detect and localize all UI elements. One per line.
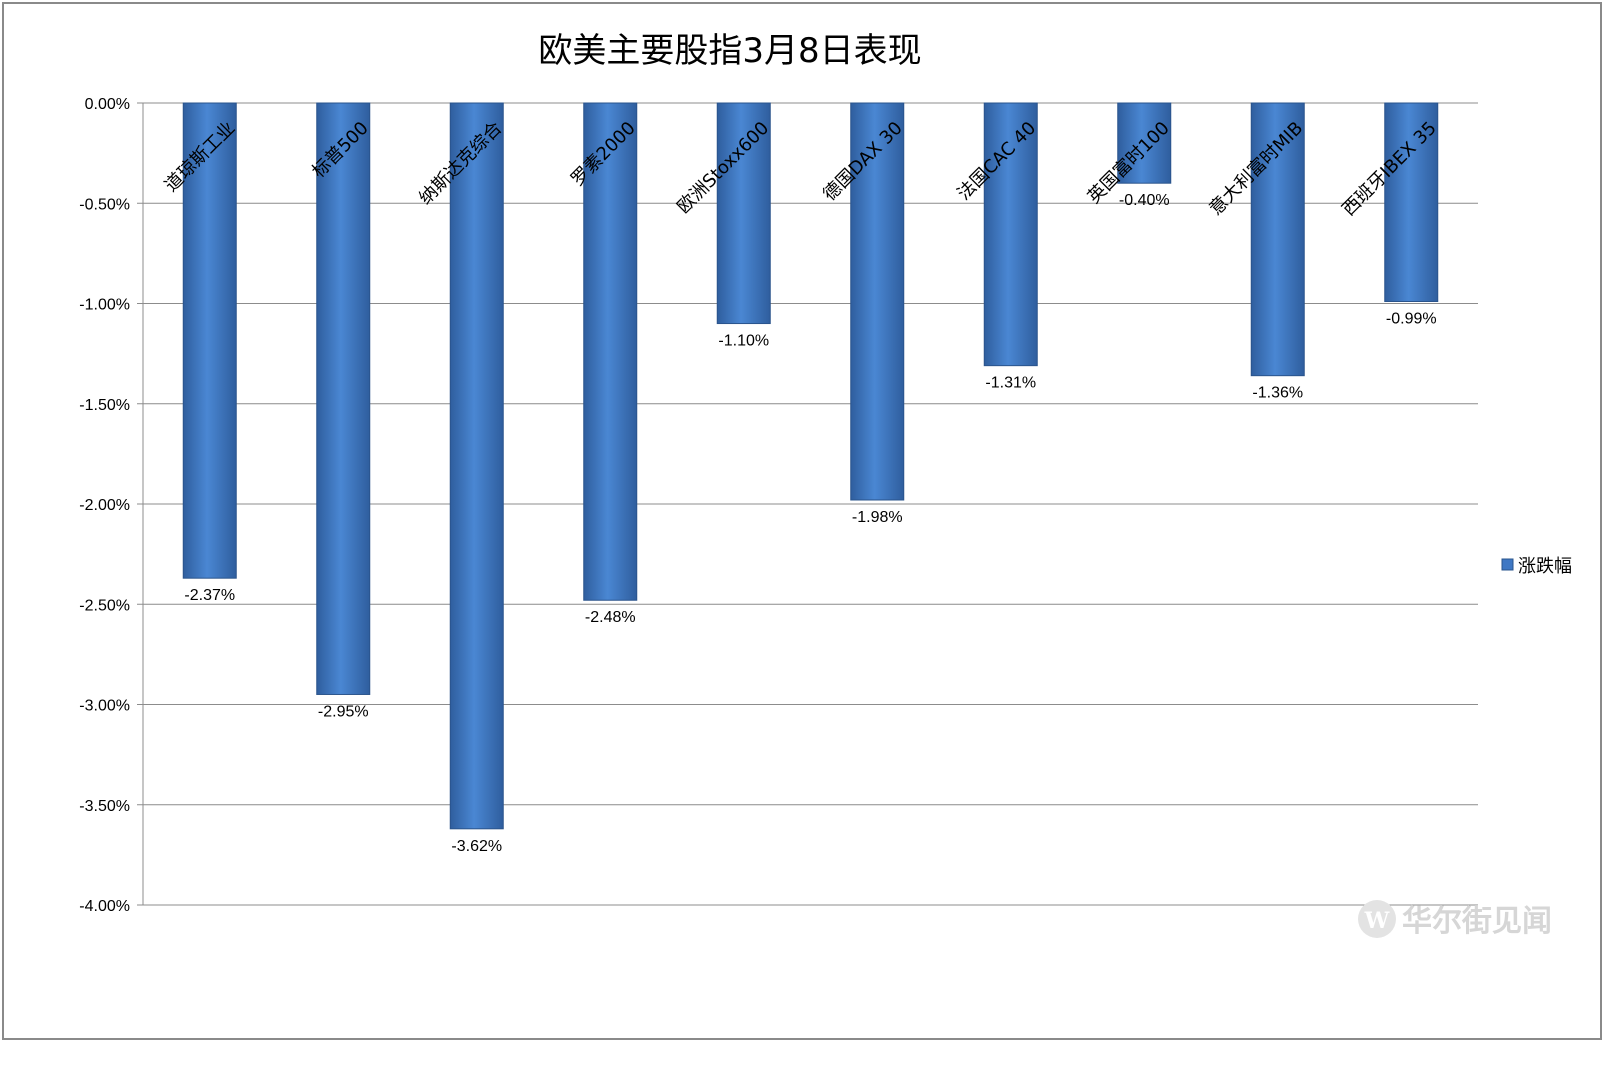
- data-label: -1.36%: [1252, 385, 1303, 402]
- legend-label: 涨跌幅: [1518, 556, 1572, 577]
- data-label: -2.37%: [184, 587, 235, 604]
- bar-1: [316, 102, 371, 695]
- data-label: -1.31%: [985, 375, 1036, 392]
- bar-3: [583, 102, 638, 601]
- watermark-logo-icon: [1358, 900, 1396, 938]
- bar-4: [716, 102, 771, 325]
- bar-8: [1250, 102, 1305, 377]
- data-label: -1.98%: [852, 509, 903, 526]
- chart-frame: [2, 2, 1602, 1040]
- y-tick-label: -1.50%: [79, 397, 130, 414]
- y-tick-label: -2.00%: [79, 497, 130, 514]
- legend: 涨跌幅: [1501, 556, 1572, 577]
- data-label: -0.40%: [1119, 192, 1170, 209]
- bar-2: [449, 102, 504, 830]
- y-tick-label: -2.50%: [79, 597, 130, 614]
- data-label: -2.48%: [585, 609, 636, 626]
- legend-swatch: [1501, 558, 1514, 571]
- bar-7: [1117, 102, 1172, 184]
- watermark-text: 华尔街见闻: [1402, 904, 1552, 939]
- data-label: -2.95%: [318, 703, 369, 720]
- data-label: -3.62%: [451, 838, 502, 855]
- bar-5: [850, 102, 905, 501]
- y-tick-label: 0.00%: [85, 96, 130, 113]
- bar-9: [1384, 102, 1439, 302]
- watermark: W 华尔街见闻: [1358, 900, 1552, 939]
- chart-title: 欧美主要股指3月8日表现: [538, 31, 921, 71]
- y-tick-label: -3.50%: [79, 798, 130, 815]
- y-tick-label: -1.00%: [79, 297, 130, 314]
- bar-6: [983, 102, 1038, 367]
- watermark-logo-letter: W: [1364, 908, 1390, 934]
- y-tick-label: -4.00%: [79, 898, 130, 915]
- data-label: -0.99%: [1386, 310, 1437, 327]
- y-tick-label: -0.50%: [79, 196, 130, 213]
- bar-0: [182, 102, 237, 579]
- data-label: -1.10%: [718, 333, 769, 350]
- y-tick-label: -3.00%: [79, 698, 130, 715]
